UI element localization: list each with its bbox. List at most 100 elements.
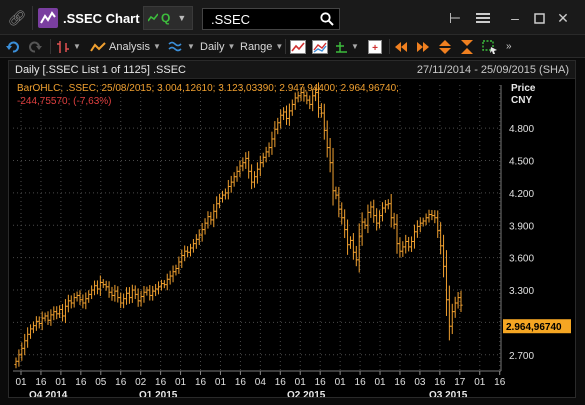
minimize-icon[interactable]: – [511, 10, 519, 26]
analysis-label: Analysis [109, 40, 150, 53]
change-legend: -244,75570; (-7,63%) [17, 96, 112, 107]
chart-label: Daily [.SSEC List 1 of 1125] .SSEC [15, 64, 186, 76]
chart-toolbar: ▼ Analysis ▼ ▼ Daily ▼ Range ▼ ▼ + [0, 35, 585, 58]
x-tick-label: 05 [95, 377, 107, 388]
x-tick-label: 16 [115, 377, 127, 388]
divider [389, 39, 390, 54]
chevron-down-icon: ▼ [177, 13, 187, 23]
redo-icon[interactable] [28, 38, 42, 55]
wave-icon [168, 41, 182, 51]
chart-mini-icon [148, 13, 158, 22]
search-input[interactable]: .SSEC [202, 8, 340, 30]
x-tick-label: 17 [454, 377, 466, 388]
scroll-left-icon[interactable] [394, 38, 408, 55]
x-tick-label: 02 [135, 377, 147, 388]
divider [285, 39, 286, 54]
currency-label: CNY [511, 95, 533, 106]
x-tick-label: 03 [414, 377, 426, 388]
search-icon[interactable] [320, 12, 334, 26]
zoom-vertical-icon[interactable] [438, 38, 452, 55]
window-title: .SSEC Chart [63, 11, 140, 26]
studies-button[interactable]: ▼ [168, 38, 195, 55]
x-tick-label: 16 [235, 377, 247, 388]
x-tick-label: 16 [315, 377, 327, 388]
interval-label: Daily [200, 40, 225, 53]
menu-icon[interactable] [474, 6, 492, 30]
chevron-down-icon: ▼ [227, 42, 236, 51]
price-label: Price [511, 83, 536, 94]
annotate-button[interactable]: + [368, 38, 382, 55]
chevron-down-icon: ▼ [152, 42, 161, 51]
chevron-down-icon: ▼ [187, 42, 195, 51]
close-icon[interactable]: ✕ [557, 9, 569, 26]
x-tick-label: 16 [394, 377, 406, 388]
divider [50, 39, 51, 54]
y-tick-label: 4.500 [509, 157, 534, 168]
quote-button[interactable]: Q ▼ [143, 6, 193, 30]
title-bar: 🔗︎ .SSEC Chart Q ▼ .SSEC ⊢ – ✕ [0, 0, 585, 35]
svg-text:+: + [372, 43, 378, 54]
analysis-menu[interactable]: Analysis ▼ [90, 38, 161, 55]
x-tick-label: 16 [35, 377, 47, 388]
x-period-label: Q4 2014 [29, 390, 68, 397]
range-select[interactable]: Range ▼ [240, 38, 283, 55]
price-chart[interactable]: 4.8004.5004.2003.9003.6003.3003.0002.700… [9, 79, 575, 397]
more-options-icon[interactable]: » [506, 41, 512, 52]
undo-icon[interactable] [6, 38, 20, 55]
y-tick-label: 3.300 [509, 286, 534, 297]
date-range: 27/11/2014 - 25/09/2015 (SHA) [416, 64, 569, 76]
x-tick-label: 01 [55, 377, 67, 388]
x-tick-label: 16 [195, 377, 207, 388]
x-tick-label: 01 [374, 377, 386, 388]
search-value: .SSEC [211, 12, 251, 27]
x-period-label: Q3 2015 [429, 390, 468, 397]
chevron-down-icon: ▼ [73, 42, 81, 51]
line-chart-button[interactable] [290, 38, 306, 55]
x-period-label: Q1 2015 [139, 390, 178, 397]
y-tick-label: 4.800 [509, 124, 534, 135]
x-tick-label: 16 [494, 377, 506, 388]
x-tick-label: 16 [75, 377, 87, 388]
x-tick-label: 16 [155, 377, 167, 388]
last-value-marker [503, 319, 571, 334]
plot-area [13, 85, 501, 371]
x-tick-label: 16 [434, 377, 446, 388]
last-value-label: 2.964,96740 [506, 322, 562, 333]
annotate-icon: + [368, 39, 382, 54]
scroll-right-icon[interactable] [416, 38, 430, 55]
crosshair-button[interactable]: ▼ [334, 38, 359, 55]
y-tick-label: 2.700 [509, 351, 534, 362]
y-tick-label: 3.600 [509, 254, 534, 265]
x-tick-label: 01 [215, 377, 227, 388]
bar-style-button[interactable]: ▼ [56, 38, 81, 55]
compare-chart-button[interactable] [312, 38, 328, 55]
y-tick-label: 3.900 [509, 221, 534, 232]
range-label: Range [240, 40, 273, 53]
compare-chart-icon [312, 39, 328, 54]
maximize-icon[interactable] [530, 6, 548, 30]
x-tick-label: 04 [255, 377, 267, 388]
chart-header: Daily [.SSEC List 1 of 1125] .SSEC 27/11… [9, 61, 575, 79]
x-tick-label: 16 [275, 377, 287, 388]
select-tool-icon[interactable] [482, 38, 498, 55]
ohlc-bar-icon [57, 40, 69, 53]
crosshair-icon [336, 41, 347, 53]
x-tick-label: 01 [335, 377, 347, 388]
x-tick-label: 01 [295, 377, 307, 388]
chart-app-icon [37, 6, 59, 30]
price-axis-title: Price CNY [511, 83, 535, 107]
x-tick-label: 01 [175, 377, 187, 388]
line-chart-icon [290, 39, 306, 54]
x-tick-label: 01 [474, 377, 486, 388]
chevron-down-icon: ▼ [275, 42, 284, 51]
analysis-icon [90, 41, 106, 52]
chart-panel[interactable]: Daily [.SSEC List 1 of 1125] .SSEC 27/11… [8, 60, 576, 398]
chevron-down-icon: ▼ [351, 42, 359, 51]
divider [32, 6, 33, 30]
hierarchy-icon[interactable]: ⊢ [448, 9, 462, 26]
fit-icon[interactable] [460, 38, 474, 55]
link-icon[interactable]: 🔗︎ [7, 10, 27, 27]
interval-select[interactable]: Daily ▼ [200, 38, 235, 55]
x-tick-label: 01 [15, 377, 27, 388]
ohlc-legend: BarOHLC; .SSEC; 25/08/2015; 3.004,12610;… [17, 83, 399, 94]
